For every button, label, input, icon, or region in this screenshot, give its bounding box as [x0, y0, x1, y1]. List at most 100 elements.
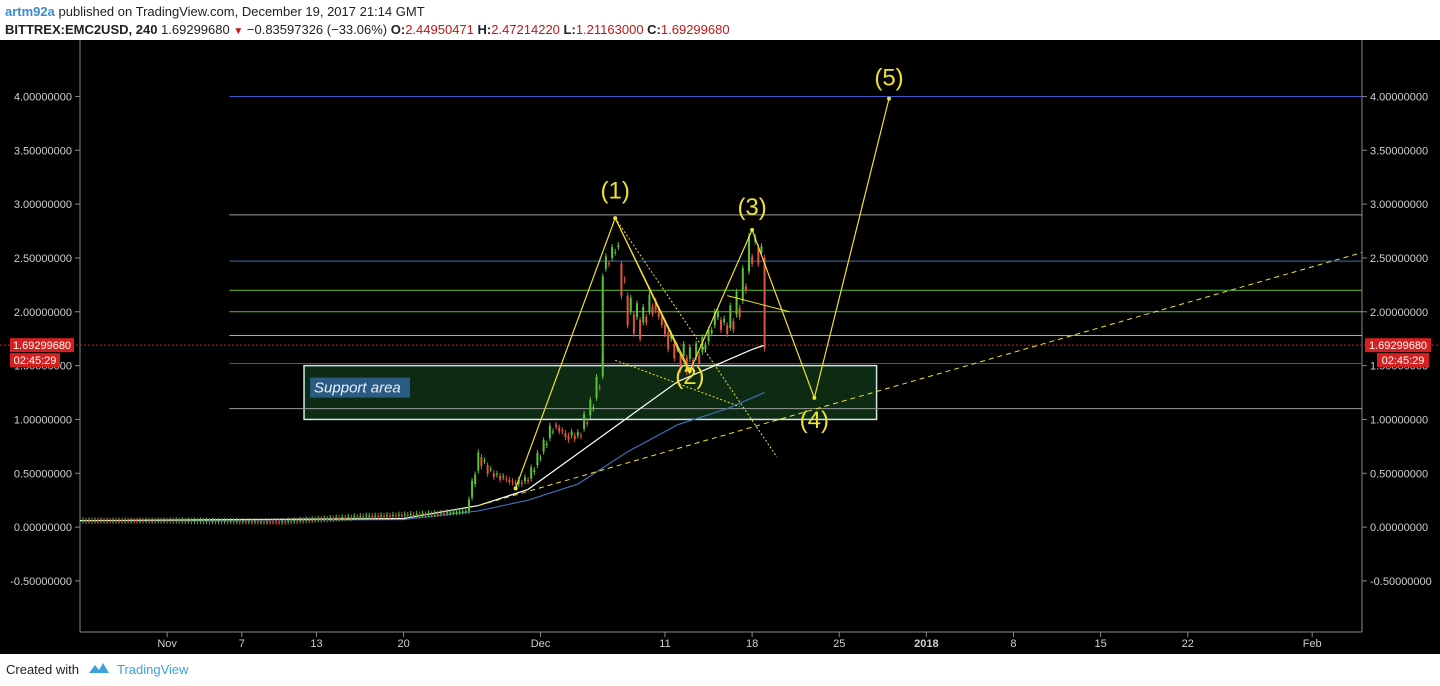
candle-body — [698, 354, 701, 365]
candle-body — [760, 246, 763, 253]
candle-body — [391, 514, 394, 516]
candle-body — [421, 513, 424, 515]
candle-body — [359, 515, 362, 517]
footer: Created with TradingView — [0, 654, 1440, 686]
candle-body — [508, 480, 511, 482]
candle-body — [169, 520, 172, 522]
elliott-wave-path — [515, 98, 890, 489]
wave-point — [513, 486, 518, 491]
candle-body — [511, 481, 514, 483]
y-tick-label-left: 3.00000000 — [14, 199, 72, 211]
candle-body — [100, 520, 103, 522]
candle-body — [344, 517, 347, 519]
candle-body — [181, 520, 184, 522]
wave-label: (2) — [675, 363, 704, 390]
low-label: L: — [563, 22, 576, 37]
candle-body — [326, 518, 329, 520]
candle-body — [536, 452, 539, 466]
countdown-label-right: 02:45:29 — [1382, 355, 1425, 367]
x-tick-label: 15 — [1094, 638, 1106, 650]
candle-body — [281, 521, 284, 523]
candle-body — [253, 521, 256, 523]
candle-body — [397, 514, 400, 516]
candle-body — [495, 473, 498, 475]
candle-body — [579, 435, 582, 437]
candle-body — [94, 520, 97, 522]
candle-body — [586, 422, 589, 424]
candle-body — [269, 521, 272, 523]
candle-body — [467, 499, 470, 511]
candle-body — [247, 521, 250, 523]
chart-area[interactable]: 4.00000000 4.00000000 3.50000000 3.50000000… — [0, 40, 1440, 654]
candle-body — [235, 521, 238, 523]
candle-body — [118, 520, 121, 522]
candle-body — [430, 514, 433, 516]
candle-body — [208, 521, 211, 523]
candle-body — [595, 376, 598, 398]
candle-body — [614, 251, 617, 253]
candle-body — [266, 521, 269, 523]
candle-body — [443, 513, 446, 515]
candle-body — [682, 344, 685, 357]
candle-body — [238, 521, 241, 523]
fan-line — [727, 295, 790, 313]
candle-body — [617, 244, 620, 248]
candle-body — [109, 520, 112, 522]
candle-body — [415, 513, 418, 515]
price-chart[interactable]: 4.00000000 4.00000000 3.50000000 3.50000000… — [0, 40, 1440, 654]
candle-body — [629, 297, 632, 312]
candle-body — [211, 520, 214, 522]
candle-body — [623, 279, 626, 281]
candle-body — [679, 354, 682, 370]
high-value: 2.47214220 — [491, 22, 560, 37]
candle-body — [648, 294, 651, 312]
candle-body — [530, 467, 533, 479]
candle-body — [347, 516, 350, 518]
candle-body — [214, 521, 217, 523]
candle-body — [539, 457, 542, 459]
x-tick-label: 25 — [833, 638, 845, 650]
candle-body — [202, 520, 205, 522]
tradingview-cloud-icon[interactable] — [87, 660, 111, 676]
y-tick-label-right: 3.50000000 — [1370, 145, 1428, 157]
candle-body — [193, 520, 196, 522]
candle-body — [471, 480, 474, 498]
candle-body — [486, 465, 489, 474]
wave-point — [887, 96, 892, 101]
candle-body — [555, 424, 558, 427]
candle-body — [97, 520, 100, 522]
x-tick-label: 8 — [1010, 638, 1016, 650]
candle-body — [148, 520, 151, 522]
candle-body — [112, 520, 115, 522]
candle-body — [474, 474, 477, 485]
candle-body — [551, 431, 554, 433]
low-value: 1.21163000 — [575, 22, 644, 37]
candle-body — [332, 518, 335, 520]
x-tick-label: 20 — [397, 638, 409, 650]
candle-body — [707, 329, 710, 342]
candle-body — [130, 520, 133, 522]
candle-body — [412, 514, 415, 516]
wave-point — [750, 227, 755, 232]
candle-body — [163, 520, 166, 522]
candle-body — [217, 520, 220, 522]
candle-body — [296, 520, 299, 522]
candle-body — [489, 469, 492, 471]
candle-body — [741, 268, 744, 302]
y-tick-label-left: -0.50000000 — [10, 576, 72, 588]
candle-body — [377, 516, 380, 518]
candle-body — [329, 517, 332, 519]
candle-body — [710, 329, 713, 334]
tradingview-link[interactable]: TradingView — [117, 662, 189, 677]
fib-dotted-line — [614, 217, 778, 458]
last-price-label-right: 1.69299680 — [1369, 340, 1427, 352]
candle-body — [561, 430, 564, 432]
candle-body — [205, 520, 208, 522]
symbol-label: BITTREX:EMC2USD, 240 — [5, 22, 158, 37]
author-link[interactable]: artm92a — [5, 4, 55, 19]
candle-body — [726, 325, 729, 334]
candle-body — [175, 520, 178, 522]
candle-body — [704, 344, 707, 350]
candle-body — [199, 520, 202, 522]
candle-body — [136, 520, 139, 522]
